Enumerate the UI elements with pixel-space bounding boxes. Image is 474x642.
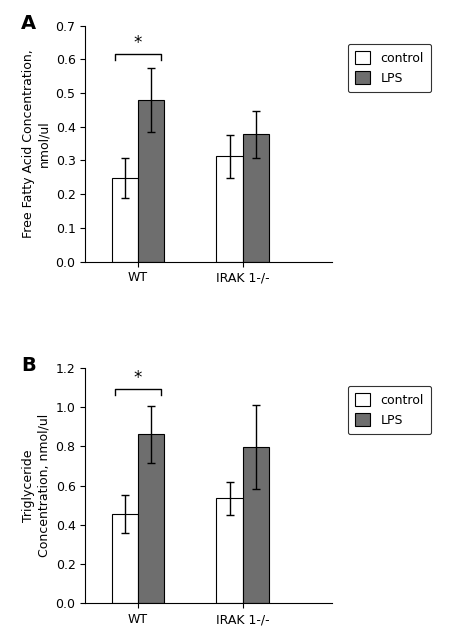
Bar	[111, 178, 138, 261]
Legend: control, LPS: control, LPS	[348, 386, 431, 434]
Text: B: B	[21, 356, 36, 375]
Legend: control, LPS: control, LPS	[348, 44, 431, 92]
Bar	[243, 447, 269, 603]
Text: *: *	[134, 369, 142, 387]
Bar	[217, 498, 243, 603]
Bar	[138, 101, 164, 261]
Bar	[111, 514, 138, 603]
Y-axis label: Free Fatty Acid Concentration,
nmol/ul: Free Fatty Acid Concentration, nmol/ul	[22, 49, 50, 238]
Text: A: A	[21, 14, 36, 33]
Text: *: *	[134, 35, 142, 53]
Y-axis label: Triglyceride
Concentration, nmol/ul: Triglyceride Concentration, nmol/ul	[22, 414, 50, 557]
Bar	[217, 157, 243, 261]
Bar	[243, 134, 269, 261]
Bar	[138, 435, 164, 603]
